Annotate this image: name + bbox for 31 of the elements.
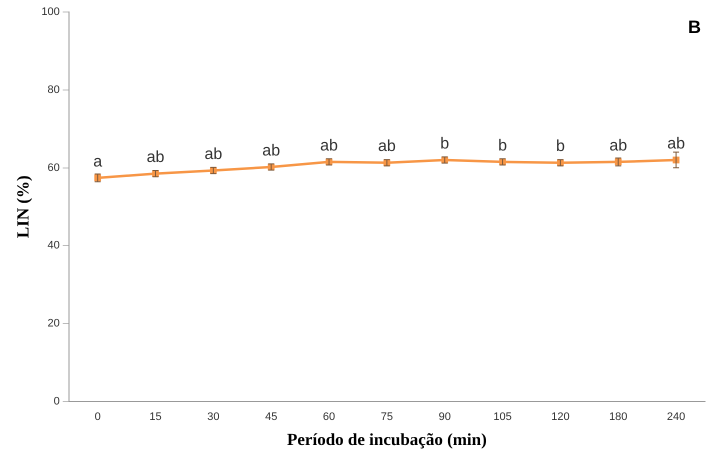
annotation: ab xyxy=(204,146,222,163)
y-tick-label: 100 xyxy=(41,6,60,18)
x-tick-label: 75 xyxy=(380,411,393,424)
annotation: ab xyxy=(320,137,338,154)
x-tick-label: 105 xyxy=(493,411,512,424)
annotation: b xyxy=(440,135,450,152)
annotation: ab xyxy=(146,149,165,166)
annotation: ab xyxy=(609,137,628,154)
y-tick-label: 40 xyxy=(48,240,60,252)
x-tick-label: 240 xyxy=(666,411,686,424)
x-tick-label: 15 xyxy=(149,411,162,424)
x-tick-label: 60 xyxy=(322,411,336,424)
x-tick-label: 120 xyxy=(551,411,570,424)
annotation: ab xyxy=(667,135,686,152)
annotation: ab xyxy=(262,142,280,160)
annotation: ab xyxy=(378,138,396,156)
y-tick-label: 80 xyxy=(48,84,60,96)
x-tick-label: 30 xyxy=(207,411,220,424)
x-tick-label: 90 xyxy=(438,411,451,424)
x-tick-label: 0 xyxy=(94,411,101,424)
x-axis-title: Período de incubação (min) xyxy=(287,430,487,450)
chart-title: B xyxy=(688,16,701,37)
y-tick-label: 20 xyxy=(48,318,60,330)
y-tick-label: 0 xyxy=(54,395,60,408)
y-axis-title: LIN (%) xyxy=(14,175,33,238)
annotation: b xyxy=(498,137,508,154)
annotation: b xyxy=(556,138,565,156)
x-tick-label: 45 xyxy=(265,411,278,424)
annotation: a xyxy=(93,153,102,170)
y-tick-label: 60 xyxy=(48,162,60,174)
x-tick-label: 180 xyxy=(609,411,628,424)
